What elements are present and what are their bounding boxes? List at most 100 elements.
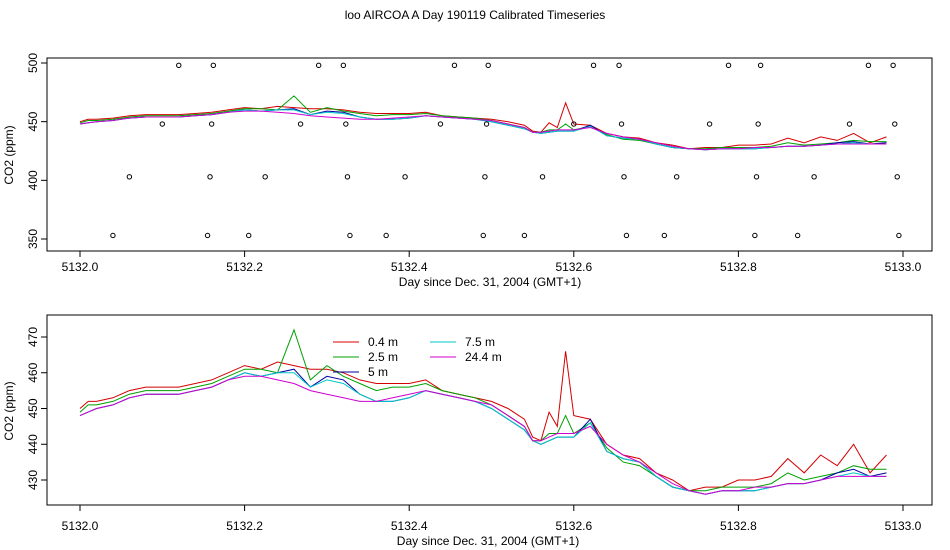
scatter-point <box>661 232 668 239</box>
top-x-tick-label: 5133.0 <box>885 260 922 274</box>
scatter-point <box>482 174 488 180</box>
chart-title: loo AIRCOA A Day 190119 Calibrated Times… <box>345 8 606 22</box>
bottom-series-line-24-4-m <box>79 375 887 495</box>
legend-label: 7.5 m <box>465 335 495 349</box>
bottom-y-axis-label: CO2 (ppm) <box>2 381 16 440</box>
bottom-y-tick-label: 440 <box>26 434 40 454</box>
scatter-point <box>126 174 133 180</box>
bottom-y-tick-label: 430 <box>26 470 40 490</box>
legend-label: 24.4 m <box>465 350 502 364</box>
bottom-x-axis: 5132.0 5132.2 5132.4 5132.6 5132.8 5133.0 <box>62 505 922 533</box>
scatter-point <box>896 232 902 239</box>
scatter-point <box>315 62 322 69</box>
top-series-line-0-4-m <box>79 101 887 150</box>
top-series-lines <box>79 95 887 151</box>
top-x-tick-label: 5132.2 <box>226 260 263 274</box>
scatter-point <box>343 121 349 127</box>
scatter-point <box>485 62 491 69</box>
scatter-point <box>297 121 304 127</box>
bottom-series-line-0-4-m <box>79 351 887 492</box>
scatter-point <box>673 174 680 180</box>
scatter-point <box>757 62 764 69</box>
scatter-point <box>344 174 351 180</box>
top-x-tick-label: 5132.4 <box>391 260 428 274</box>
bottom-y-tick-label: 450 <box>26 398 40 418</box>
scatter-point <box>725 62 732 69</box>
scatter-point <box>706 121 713 127</box>
top-y-tick-label: 400 <box>26 170 40 190</box>
top-x-tick-label: 5132.0 <box>62 260 99 274</box>
bottom-x-tick-label: 5132.2 <box>226 519 263 533</box>
scatter-point <box>159 121 166 127</box>
bottom-y-axis: 430 440 450 460 470 <box>26 327 47 490</box>
scatter-point <box>623 232 630 239</box>
scatter-point <box>618 121 625 127</box>
bottom-series-line-7-5-m <box>79 372 887 495</box>
top-y-tick-label: 450 <box>26 111 40 131</box>
top-y-axis-label: CO2 (ppm) <box>2 125 16 184</box>
scatter-point <box>347 232 353 239</box>
scatter-point <box>892 121 898 127</box>
scatter-point <box>521 232 528 239</box>
scatter-point <box>616 62 622 69</box>
scatter-point <box>383 232 389 239</box>
legend-label: 0.4 m <box>368 335 398 349</box>
scatter-point <box>571 121 577 127</box>
bottom-x-tick-label: 5132.4 <box>391 519 428 533</box>
scatter-point <box>811 174 817 180</box>
scatter-point <box>590 62 597 69</box>
legend-label: 2.5 m <box>368 350 398 364</box>
top-y-tick-label: 500 <box>26 53 40 73</box>
scatter-point <box>402 174 408 180</box>
scatter-point <box>340 62 347 69</box>
legend-label: 5 m <box>368 365 388 379</box>
scatter-point <box>246 232 252 239</box>
scatter-point <box>621 174 627 180</box>
scatter-point <box>451 62 458 69</box>
bottom-x-tick-label: 5133.0 <box>885 519 922 533</box>
scatter-point <box>207 174 213 180</box>
scatter-point <box>865 62 872 69</box>
scatter-point <box>262 174 268 180</box>
bottom-series-line-5-m <box>79 368 887 495</box>
top-series-line-2-5-m <box>79 95 887 150</box>
bottom-panel: 5132.0 5132.2 5132.4 5132.6 5132.8 5133.0 430… <box>2 314 933 548</box>
top-y-axis: 350 400 450 500 <box>26 53 47 249</box>
top-x-tick-label: 5132.8 <box>720 260 757 274</box>
bottom-y-tick-label: 460 <box>26 362 40 382</box>
top-series-line-24-4-m <box>79 110 887 151</box>
bottom-series-lines <box>79 328 887 495</box>
scatter-point <box>794 232 801 239</box>
scatter-point <box>176 62 182 69</box>
bottom-y-tick-label: 470 <box>26 327 40 347</box>
scatter-point <box>753 174 760 180</box>
scatter-point <box>752 232 758 239</box>
scatter-point <box>204 232 211 239</box>
scatter-point <box>846 121 853 127</box>
top-y-tick-label: 350 <box>26 229 40 249</box>
top-x-axis-label: Day since Dec. 31, 2004 (GMT+1) <box>399 275 581 289</box>
scatter-point <box>208 121 215 127</box>
top-series-line-7-5-m <box>79 109 887 151</box>
scatter-point <box>210 62 217 69</box>
top-plot-frame <box>46 57 933 252</box>
bottom-x-axis-label: Day since Dec. 31, 2004 (GMT+1) <box>397 534 579 548</box>
legend: 0.4 m2.5 m5 m 7.5 m24.4 m <box>333 335 502 379</box>
top-x-axis: 5132.0 5132.2 5132.4 5132.6 5132.8 5133.0 <box>62 251 922 274</box>
bottom-x-tick-label: 5132.6 <box>555 519 592 533</box>
scatter-point <box>110 232 116 239</box>
bottom-x-tick-label: 5132.8 <box>720 519 757 533</box>
bottom-plot-frame <box>46 314 933 506</box>
scatter-point <box>480 232 486 239</box>
scatter-point <box>539 174 546 180</box>
scatter-point <box>890 62 896 69</box>
scatter-point <box>894 174 900 180</box>
top-x-tick-label: 5132.6 <box>555 260 592 274</box>
top-scatter-points <box>110 62 902 239</box>
scatter-point <box>755 121 761 127</box>
top-panel: 5132.0 5132.2 5132.4 5132.6 5132.8 5133.0 350… <box>2 53 933 289</box>
scatter-point <box>437 121 444 127</box>
scatter-point <box>483 121 490 127</box>
bottom-x-tick-label: 5132.0 <box>62 519 99 533</box>
